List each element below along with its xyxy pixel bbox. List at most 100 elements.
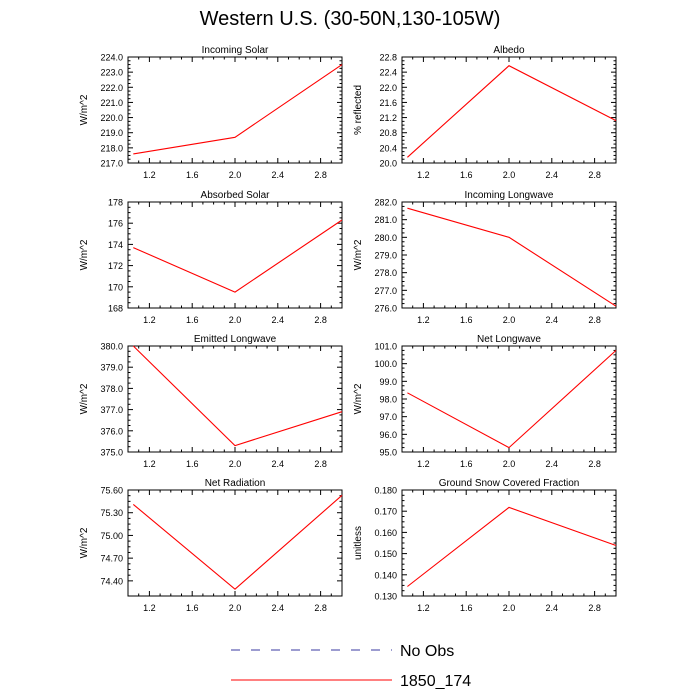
y-axis-label: % reflected bbox=[353, 85, 364, 135]
y-axis-label: W/m^2 bbox=[79, 527, 90, 558]
x-tick-label: 2.8 bbox=[314, 170, 327, 180]
y-tick-label: 0.160 bbox=[374, 528, 397, 538]
y-tick-label: 222.0 bbox=[100, 83, 123, 93]
panel-title: Albedo bbox=[493, 45, 525, 56]
y-tick-label: 176 bbox=[108, 219, 123, 229]
x-tick-label: 1.2 bbox=[417, 459, 430, 469]
x-tick-label: 2.8 bbox=[314, 603, 327, 613]
y-tick-label: 101.0 bbox=[374, 342, 397, 352]
y-tick-label: 21.6 bbox=[379, 98, 397, 108]
x-tick-label: 1.2 bbox=[143, 459, 156, 469]
y-axis-label: W/m^2 bbox=[79, 239, 90, 270]
chart-panel: Incoming Longwave W/m^2 1.2 1.6 2.0 2.4 2.8 276… bbox=[353, 190, 617, 325]
series-line bbox=[407, 349, 617, 449]
x-tick-label: 2.8 bbox=[588, 315, 601, 325]
series-line bbox=[133, 219, 343, 293]
x-tick-label: 1.6 bbox=[460, 459, 473, 469]
y-tick-label: 74.40 bbox=[100, 576, 123, 586]
y-axis-label: W/m^2 bbox=[353, 383, 364, 414]
y-tick-label: 280.0 bbox=[374, 233, 397, 243]
plot-frame bbox=[127, 489, 343, 597]
series-line bbox=[407, 207, 617, 307]
y-tick-label: 96.0 bbox=[379, 430, 397, 440]
y-tick-label: 0.130 bbox=[374, 592, 397, 602]
x-tick-label: 2.0 bbox=[229, 603, 242, 613]
x-tick-label: 2.4 bbox=[546, 315, 559, 325]
y-tick-label: 0.140 bbox=[374, 570, 397, 580]
panel-title: Incoming Longwave bbox=[465, 190, 554, 201]
y-tick-label: 20.8 bbox=[379, 128, 397, 138]
chart-panel: Absorbed Solar W/m^2 1.2 1.6 2.0 2.4 2.8 168 170… bbox=[79, 190, 343, 325]
y-tick-label: 380.0 bbox=[100, 342, 123, 352]
series-line bbox=[407, 506, 617, 587]
chart-panel: Emitted Longwave W/m^2 1.2 1.6 2.0 2.4 2.8 375.… bbox=[79, 334, 343, 469]
y-tick-label: 217.0 bbox=[100, 159, 123, 169]
y-tick-label: 377.0 bbox=[100, 405, 123, 415]
y-tick-label: 75.30 bbox=[100, 508, 123, 518]
y-tick-label: 375.0 bbox=[100, 448, 123, 458]
chart-panel: Incoming Solar W/m^2 1.2 1.6 2.0 2.4 2.8 217.0 2… bbox=[79, 45, 343, 180]
x-tick-label: 1.2 bbox=[143, 170, 156, 180]
chart-panel: Albedo % reflected 1.2 1.6 2.0 2.4 2.8 20.0 20.4… bbox=[353, 45, 617, 180]
y-tick-label: 168 bbox=[108, 304, 123, 314]
panel-title: Emitted Longwave bbox=[194, 334, 277, 345]
legend: No Obs 1850_174 bbox=[231, 643, 471, 690]
x-tick-label: 1.6 bbox=[460, 315, 473, 325]
x-tick-label: 1.6 bbox=[460, 170, 473, 180]
y-tick-label: 174 bbox=[108, 240, 123, 250]
y-tick-label: 170 bbox=[108, 282, 123, 292]
y-tick-label: 219.0 bbox=[100, 128, 123, 138]
y-tick-label: 376.0 bbox=[100, 426, 123, 436]
x-tick-label: 2.4 bbox=[546, 603, 559, 613]
y-tick-label: 74.70 bbox=[100, 554, 123, 564]
x-tick-label: 2.0 bbox=[229, 459, 242, 469]
y-tick-label: 281.0 bbox=[374, 215, 397, 225]
x-tick-label: 2.0 bbox=[229, 315, 242, 325]
chart-panel: Net Radiation W/m^2 1.2 1.6 2.0 2.4 2.8 74.40 74… bbox=[79, 478, 343, 613]
plot-frame bbox=[401, 201, 617, 309]
y-tick-label: 220.0 bbox=[100, 113, 123, 123]
y-axis-label: W/m^2 bbox=[79, 94, 90, 125]
series-line bbox=[132, 494, 343, 590]
chart-panels: Incoming Solar W/m^2 1.2 1.6 2.0 2.4 2.8 217.0 2… bbox=[79, 45, 617, 613]
panel-title: Net Radiation bbox=[205, 478, 266, 489]
x-tick-label: 2.0 bbox=[503, 170, 516, 180]
y-tick-label: 20.4 bbox=[379, 143, 397, 153]
x-tick-label: 2.8 bbox=[588, 170, 601, 180]
y-tick-label: 276.0 bbox=[374, 304, 397, 314]
legend-item: 1850_174 bbox=[231, 673, 471, 690]
y-tick-label: 95.0 bbox=[379, 448, 397, 458]
y-tick-label: 0.170 bbox=[374, 507, 397, 517]
y-tick-label: 278.0 bbox=[374, 268, 397, 278]
y-tick-label: 75.60 bbox=[100, 486, 123, 496]
y-tick-label: 223.0 bbox=[100, 68, 123, 78]
x-tick-label: 2.0 bbox=[503, 315, 516, 325]
x-tick-label: 2.8 bbox=[588, 459, 601, 469]
y-axis-label: W/m^2 bbox=[79, 383, 90, 414]
y-tick-label: 224.0 bbox=[100, 53, 123, 63]
x-tick-label: 2.4 bbox=[272, 603, 285, 613]
series-line bbox=[407, 65, 617, 158]
y-tick-label: 0.150 bbox=[374, 549, 397, 559]
plot-frame bbox=[401, 56, 617, 164]
y-tick-label: 22.0 bbox=[379, 83, 397, 93]
y-tick-label: 98.0 bbox=[379, 395, 397, 405]
y-tick-label: 100.0 bbox=[374, 359, 397, 369]
x-tick-label: 2.0 bbox=[503, 459, 516, 469]
x-tick-label: 1.2 bbox=[143, 603, 156, 613]
x-tick-label: 2.0 bbox=[503, 603, 516, 613]
y-tick-label: 22.4 bbox=[379, 68, 397, 78]
panel-title: Incoming Solar bbox=[202, 45, 269, 56]
panel-title: Net Longwave bbox=[477, 334, 541, 345]
y-tick-label: 378.0 bbox=[100, 384, 123, 394]
panel-title: Ground Snow Covered Fraction bbox=[439, 478, 580, 489]
y-tick-label: 99.0 bbox=[379, 377, 397, 387]
x-tick-label: 2.0 bbox=[229, 170, 242, 180]
y-tick-label: 221.0 bbox=[100, 98, 123, 108]
x-tick-label: 2.4 bbox=[272, 459, 285, 469]
y-tick-label: 97.0 bbox=[379, 412, 397, 422]
legend-label: No Obs bbox=[400, 643, 454, 660]
y-tick-label: 282.0 bbox=[374, 198, 397, 208]
plot-frame bbox=[401, 489, 617, 597]
